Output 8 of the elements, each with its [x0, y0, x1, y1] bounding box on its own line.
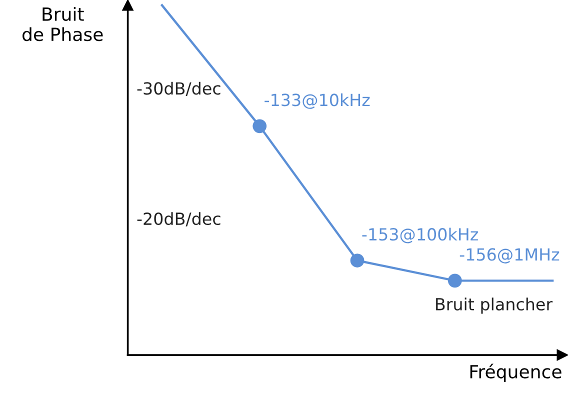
annotation: -30dB/dec — [137, 82, 220, 96]
text: Bruit plancher — [436, 298, 553, 314]
data-label: -156@1MHz — [460, 248, 560, 264]
data-label: -133@10kHz — [264, 93, 370, 109]
data-label: -153@100kHz — [362, 228, 478, 244]
annotation: -20dB/dec — [137, 212, 220, 226]
y-axis-title: Bruit de Phase — [22, 6, 103, 42]
x-axis-title: Fréquence — [470, 364, 562, 382]
